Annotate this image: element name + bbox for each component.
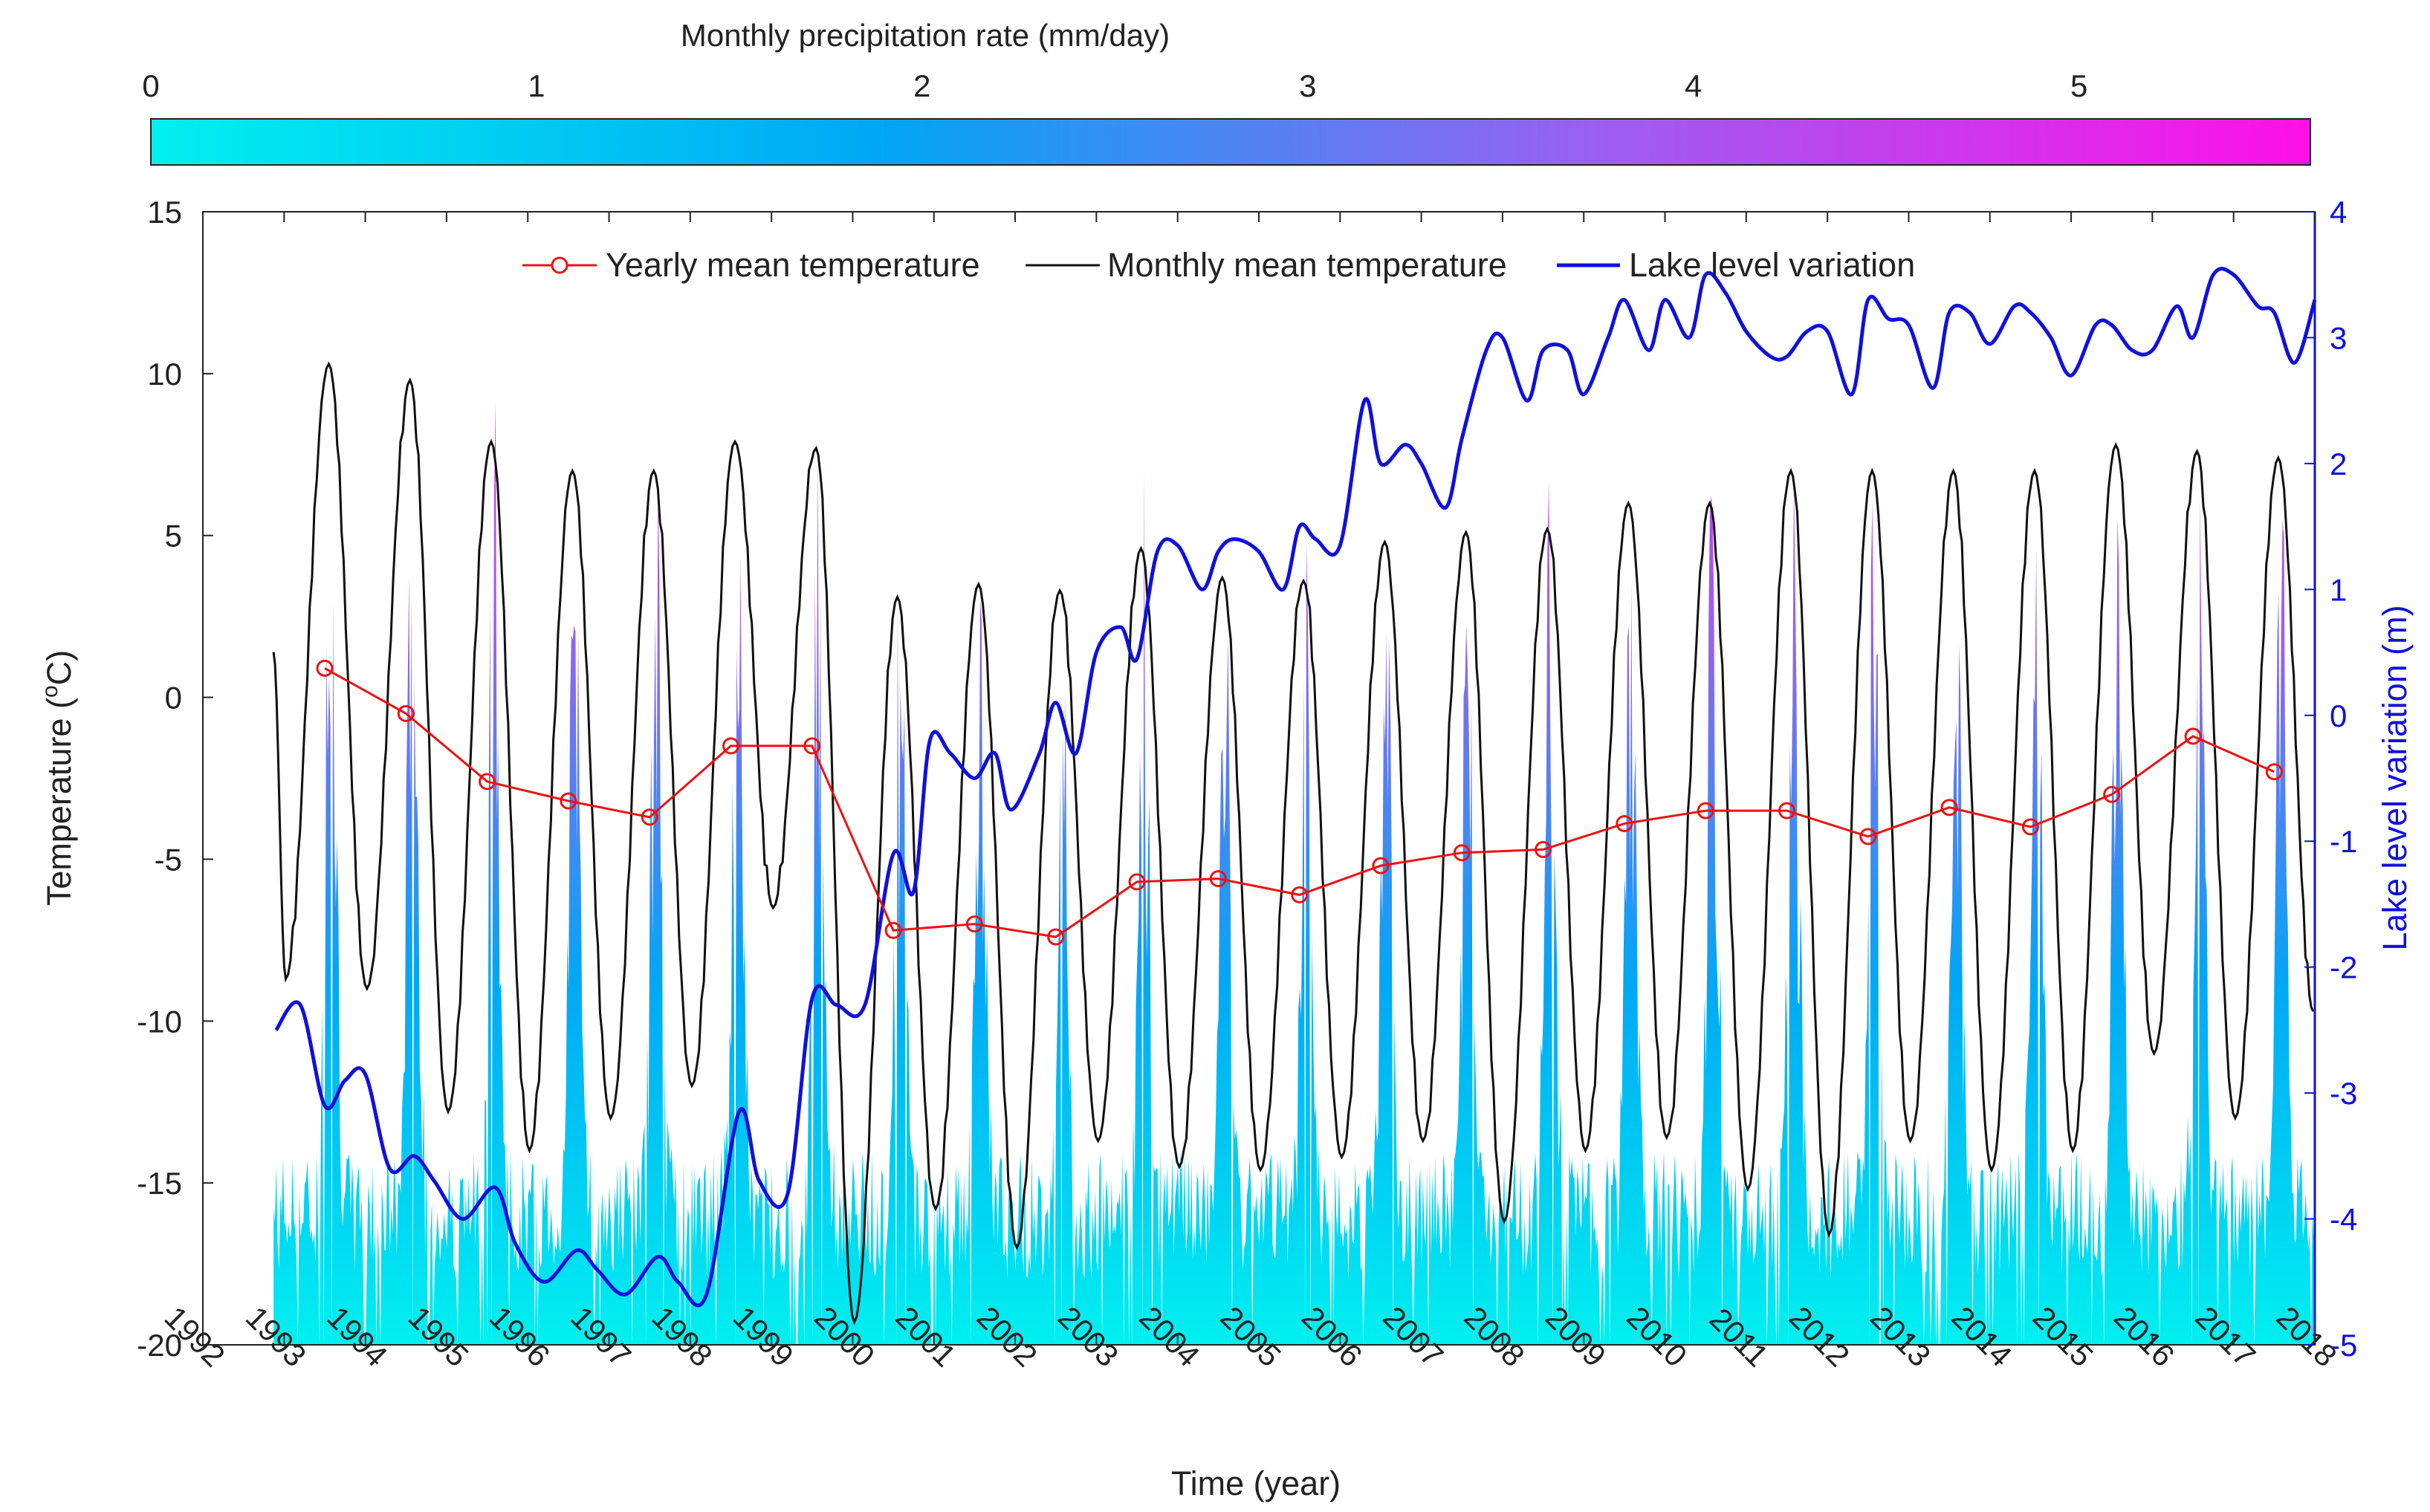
y2-tick-label: -4 [2330,1202,2357,1237]
y2-tick-label: 1 [2330,572,2347,607]
y-tick-label: -15 [137,1166,182,1201]
yearly-temperature-point [641,808,658,826]
y2-tick-label: -1 [2330,824,2357,859]
y2-axis-ticks: -5 -4 -3 -2 -1 0 1 2 3 4 [2304,195,2357,1363]
yearly-temperature-point [397,704,415,722]
colorbar-tick-label: 0 [142,68,159,103]
yearly-temperature-point [884,921,902,939]
yearly-temperature-point [1128,873,1146,891]
precipitation-area [273,400,2315,1345]
y2-tick-label: -5 [2330,1328,2357,1363]
y-tick-label: 15 [147,195,182,230]
yearly-temperature-point [560,792,577,810]
colorbar-tick-label: 5 [2070,68,2087,103]
yearly-temperature-point [1291,886,1309,903]
yearly-temperature-point [479,773,496,791]
yearly-temperature-line [324,667,2275,938]
yearly-temperature-point [1859,828,1877,846]
y2-tick-label: 3 [2330,320,2347,355]
y-tick-label: 5 [165,519,182,554]
colorbar-tick-label: 3 [1299,68,1316,103]
yearly-temperature-markers [316,659,2283,946]
y2-tick-label: -2 [2330,950,2357,985]
colorbar-label: Monthly precipitation rate (mm/day) [681,18,1170,53]
yearly-temperature-point [1209,870,1227,888]
y2-tick-label: 4 [2330,195,2347,230]
legend-monthly-label: Monthly mean temperature [1107,246,1507,284]
yearly-temperature-point [803,737,821,755]
y-axis-label-degree: o [38,685,62,698]
yearly-temperature-point [722,737,739,755]
y2-tick-label: 2 [2330,447,2347,481]
colorbar-tick-label: 4 [1685,68,1702,103]
y2-tick-label: -3 [2330,1076,2357,1111]
y2-tick-label: 0 [2330,698,2347,733]
y-axis-label-unit: C) [40,650,78,685]
yearly-temperature-point [1535,840,1552,858]
colorbar [150,118,2311,166]
yearly-temperature-point [1778,802,1795,820]
yearly-temperature-point [2265,763,2283,781]
y-tick-label: 0 [165,681,182,716]
y-axis-label: Temperature (oC) [38,650,78,906]
legend-yearly-marker [551,256,568,274]
yearly-temperature-point [1616,815,1633,832]
yearly-temperature-point [1453,844,1471,862]
legend-yearly-label: Yearly mean temperature [606,246,980,284]
monthly-temperature-line [272,361,2315,1326]
colorbar-tick-label: 1 [528,68,545,103]
yearly-temperature-point [1372,857,1390,875]
yearly-temperature-point [2184,727,2202,745]
yearly-temperature-point [316,659,334,677]
lake-level-line [274,267,2317,1308]
yearly-temperature-point [965,915,983,933]
y2-axis-label: Lake level variation (m) [2376,605,2414,950]
yearly-temperature-point [1047,928,1065,946]
y-axis-ticks: -20 -15 -10 -5 0 5 10 15 [137,195,213,1363]
x-axis-label: Time (year) [1171,1464,1341,1502]
colorbar-tick-label: 2 [913,68,930,103]
yearly-temperature-point [1940,799,1958,817]
y-tick-label: -10 [137,1004,182,1039]
yearly-temperature-point [1697,802,1714,820]
yearly-temperature-point [2103,785,2121,803]
y-axis-label-part: Temperature ( [40,698,78,906]
yearly-temperature-point [2021,818,2039,836]
y-tick-label: -20 [137,1328,182,1363]
legend: Yearly mean temperature Monthly mean tem… [522,246,1915,284]
y-tick-label: -5 [155,842,182,877]
y-tick-label: 10 [147,357,182,392]
legend-lake-label: Lake level variation [1629,246,1915,284]
